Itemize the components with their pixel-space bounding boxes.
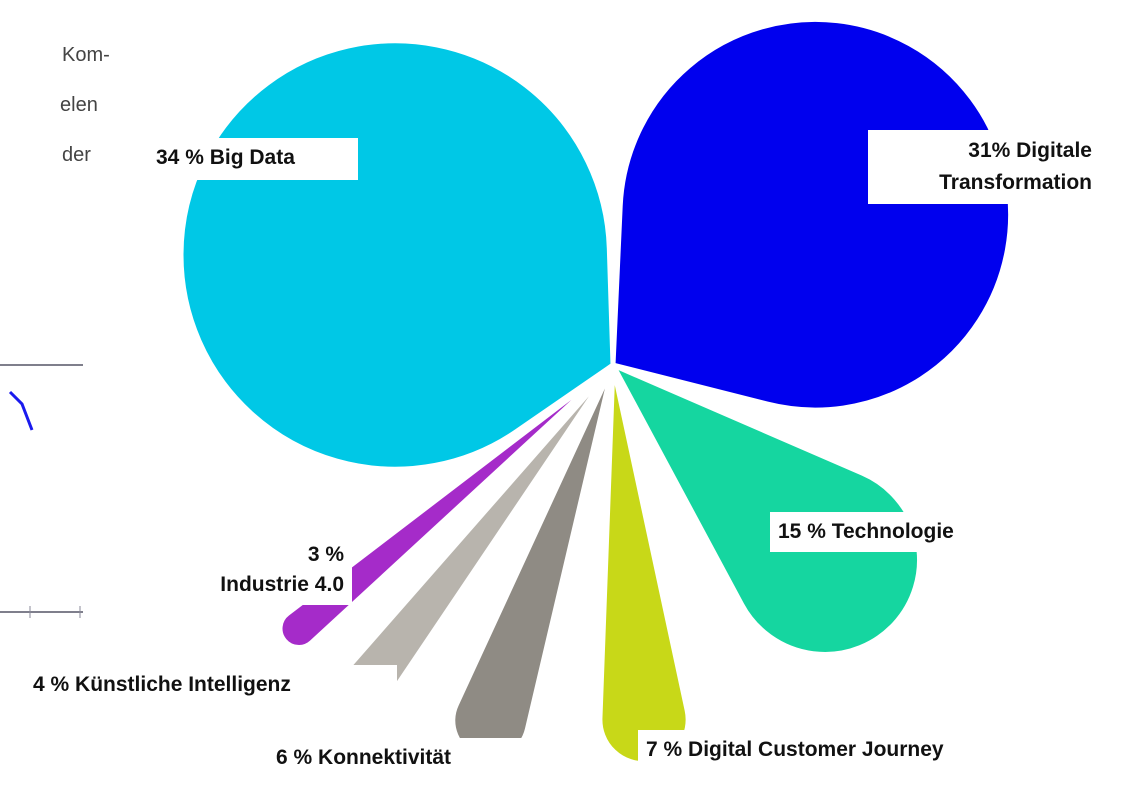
value-label: 3 % [307,543,344,566]
slice-label: 15 % Technologie [770,512,1032,552]
slice-label: 7 % Digital Customer Journey [638,730,1066,770]
slice-label: 6 % Konnektivität [268,738,526,778]
category-label: Konnektivität [318,746,452,769]
category-label: Industrie 4.0 [220,573,344,596]
petal [277,362,616,650]
decor-stroke [8,390,34,431]
category-label: Technologie [831,520,954,543]
slice-label: 4 % Künstliche Intelligenz [25,665,397,705]
text-fragment: Kom- [62,44,110,66]
value-label: 15 % [778,520,826,543]
petal [178,38,616,472]
category-label: Big Data [209,146,295,169]
value-label: 4 % [33,673,70,696]
value-label: 34 % [156,146,204,169]
category-label: Digitale Transformation [939,139,1092,194]
text-fragment: elen [60,94,98,116]
category-label: Digital Customer Journey [688,738,944,761]
petal [610,16,1014,413]
category-label: Künstliche Intelligenz [75,673,291,696]
petal [610,362,922,657]
value-label: 6 % [276,746,313,769]
text-fragment: der [62,144,91,166]
value-label: 7 % [646,738,683,761]
slice-label: 3 % Industrie 4.0 [158,535,352,605]
slice-label: 31% Digitale Transformation [868,130,1100,204]
value-label: 31% [968,139,1011,162]
slice-label: 34 % Big Data [148,138,358,180]
